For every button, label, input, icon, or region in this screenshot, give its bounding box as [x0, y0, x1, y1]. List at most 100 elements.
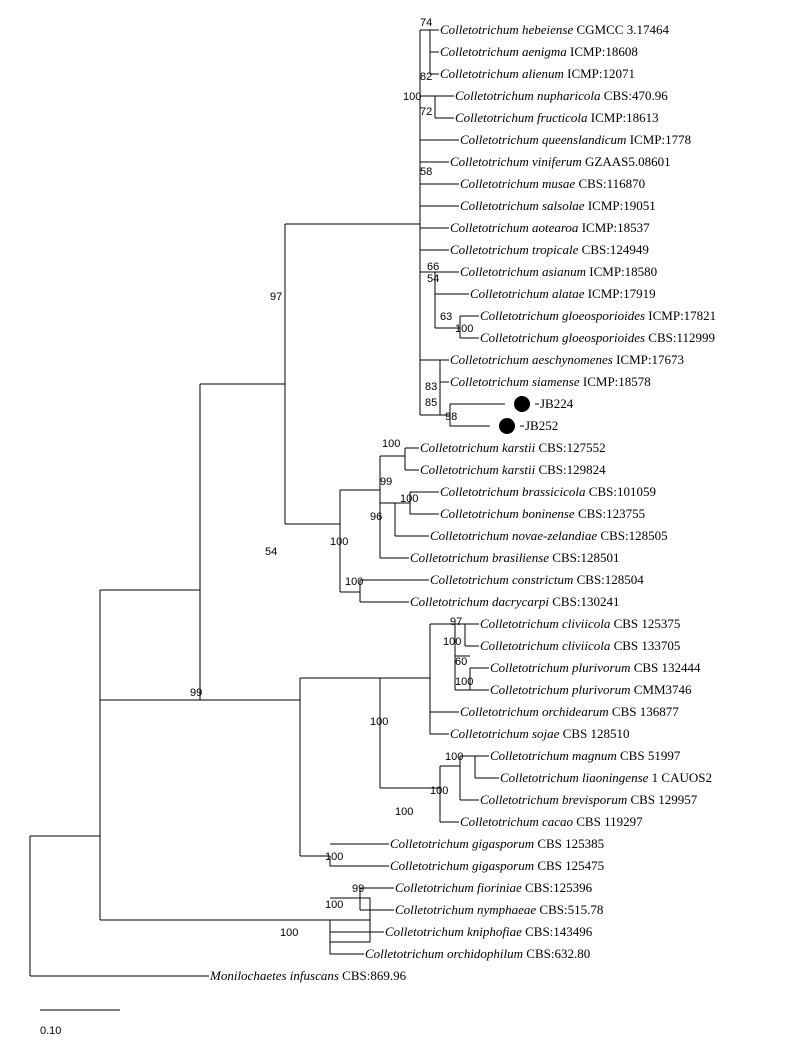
taxon-label: Colletotrichum fioriniae CBS:125396 [395, 880, 593, 895]
taxon-row: Colletotrichum plurivorum CBS 132444 [490, 660, 701, 675]
taxon-row: Colletotrichum siamense ICMP:18578 [450, 374, 651, 389]
support-value: 100 [403, 91, 421, 103]
phylogenetic-tree: Colletotrichum hebeiense CGMCC 3.17464 Co… [0, 0, 800, 1059]
support-value: 100 [430, 785, 448, 797]
taxon-label: Colletotrichum brevisporum CBS 129957 [480, 792, 698, 807]
taxon-row: Colletotrichum viniferum GZAAS5.08601 [450, 154, 671, 169]
support-value: 98 [445, 411, 457, 423]
taxon-label: Colletotrichum hebeiense CGMCC 3.17464 [440, 22, 669, 37]
taxon-row: Colletotrichum karstii CBS:127552 [420, 440, 606, 455]
taxon-label: Colletotrichum aeschynomenes ICMP:17673 [450, 352, 684, 367]
taxon-label: Colletotrichum karstii CBS:129824 [420, 462, 606, 477]
support-value: 72 [420, 106, 432, 118]
taxon-row: Colletotrichum brasiliense CBS:128501 [410, 550, 619, 565]
support-value: 100 [395, 806, 413, 818]
taxon-row: Colletotrichum cacao CBS 119297 [460, 814, 643, 829]
taxon-label: Colletotrichum cliviicola CBS 125375 [480, 616, 680, 631]
taxon-label: Colletotrichum boninense CBS:123755 [440, 506, 645, 521]
taxon-row: Colletotrichum brevisporum CBS 129957 [480, 792, 698, 807]
taxon-label: Colletotrichum brassicicola CBS:101059 [440, 484, 656, 499]
taxon-label: Colletotrichum plurivorum CBS 132444 [490, 660, 701, 675]
taxon-label: Colletotrichum magnum CBS 51997 [490, 748, 681, 763]
taxon-row: Colletotrichum brassicicola CBS:101059 [440, 484, 656, 499]
taxon-row: Colletotrichum gloeosporioides ICMP:1782… [480, 308, 716, 323]
sample-marker [499, 418, 515, 434]
taxon-label: Colletotrichum orchidophilum CBS:632.80 [365, 946, 590, 961]
taxon-row: Colletotrichum sojae CBS 128510 [450, 726, 630, 741]
taxon-row: JB224 [514, 396, 574, 412]
support-value: 100 [455, 676, 473, 688]
scale-bar-label: 0.10 [40, 1025, 61, 1037]
support-value: 54 [427, 273, 439, 285]
taxon-label: Colletotrichum karstii CBS:127552 [420, 440, 606, 455]
support-value: 100 [330, 536, 348, 548]
taxon-row: Colletotrichum hebeiense CGMCC 3.17464 [440, 22, 669, 37]
taxon-row: Colletotrichum nupharicola CBS:470.96 [455, 88, 668, 103]
taxon-label: Colletotrichum tropicale CBS:124949 [450, 242, 649, 257]
taxon-row: Colletotrichum fioriniae CBS:125396 [395, 880, 593, 895]
support-value: 66 [427, 261, 439, 273]
taxon-label: Colletotrichum orchidearum CBS 136877 [460, 704, 679, 719]
taxon-label: Colletotrichum gloeosporioides ICMP:1782… [480, 308, 716, 323]
taxon-label: Colletotrichum sojae CBS 128510 [450, 726, 630, 741]
taxon-row: Colletotrichum nymphaeae CBS:515.78 [395, 902, 603, 917]
taxon-row: Colletotrichum cliviicola CBS 133705 [480, 638, 680, 653]
support-value: 100 [443, 636, 461, 648]
taxon-row: Colletotrichum aenigma ICMP:18608 [440, 44, 638, 59]
taxon-row: Colletotrichum tropicale CBS:124949 [450, 242, 649, 257]
support-value: 99 [190, 687, 202, 699]
taxon-label: Colletotrichum nupharicola CBS:470.96 [455, 88, 668, 103]
taxon-row: Colletotrichum queenslandicum ICMP:1778 [460, 132, 691, 147]
taxon-row: Colletotrichum gloeosporioides CBS:11299… [480, 330, 715, 345]
taxon-label: Colletotrichum kniphofiae CBS:143496 [385, 924, 593, 939]
taxon-row: Colletotrichum cliviicola CBS 125375 [480, 616, 680, 631]
taxon-row: Colletotrichum alatae ICMP:17919 [470, 286, 656, 301]
taxon-row: Colletotrichum novae-zelandiae CBS:12850… [430, 528, 668, 543]
taxon-label: Colletotrichum salsolae ICMP:19051 [460, 198, 656, 213]
support-value: 100 [455, 323, 473, 335]
taxon-row: Colletotrichum karstii CBS:129824 [420, 462, 606, 477]
taxon-label: Colletotrichum cliviicola CBS 133705 [480, 638, 680, 653]
tree-edges [30, 30, 539, 976]
taxon-label: Colletotrichum gigasporum CBS 125475 [390, 858, 604, 873]
support-value: 100 [345, 576, 363, 588]
taxon-row: Colletotrichum orchidophilum CBS:632.80 [365, 946, 590, 961]
taxon-label: Colletotrichum constrictum CBS:128504 [430, 572, 644, 587]
taxon-row: Colletotrichum kniphofiae CBS:143496 [385, 924, 593, 939]
support-value: 58 [420, 166, 432, 178]
support-value: 100 [370, 716, 388, 728]
taxon-label: JB224 [540, 396, 574, 411]
taxon-label: Colletotrichum dacrycarpi CBS:130241 [410, 594, 619, 609]
taxon-label: Monilochaetes infuscans CBS:869.96 [209, 968, 407, 983]
support-value: 82 [420, 71, 432, 83]
support-value: 74 [420, 17, 432, 29]
support-value: 100 [325, 851, 343, 863]
taxon-row: Colletotrichum aotearoa ICMP:18537 [450, 220, 650, 235]
taxon-row: Colletotrichum asianum ICMP:18580 [460, 264, 657, 279]
taxon-label: Colletotrichum musae CBS:116870 [460, 176, 645, 191]
taxon-row: Colletotrichum constrictum CBS:128504 [430, 572, 644, 587]
support-value: 100 [400, 493, 418, 505]
taxon-row: JB252 [499, 418, 558, 434]
taxon-label: Colletotrichum siamense ICMP:18578 [450, 374, 651, 389]
taxon-label: Colletotrichum cacao CBS 119297 [460, 814, 643, 829]
support-value: 100 [325, 899, 343, 911]
support-value: 100 [445, 751, 463, 763]
taxon-row: Colletotrichum liaoningense 1 CAUOS2 [500, 770, 712, 785]
taxon-row: Colletotrichum dacrycarpi CBS:130241 [410, 594, 619, 609]
taxon-row: Colletotrichum orchidearum CBS 136877 [460, 704, 679, 719]
support-value: 97 [270, 291, 282, 303]
taxon-row: Colletotrichum gigasporum CBS 125475 [390, 858, 604, 873]
taxon-row: Colletotrichum aeschynomenes ICMP:17673 [450, 352, 684, 367]
taxon-row: Colletotrichum magnum CBS 51997 [490, 748, 681, 763]
taxon-label: Colletotrichum plurivorum CMM3746 [490, 682, 692, 697]
support-value: 97 [450, 616, 462, 628]
taxon-label: Colletotrichum novae-zelandiae CBS:12850… [430, 528, 668, 543]
taxon-label: Colletotrichum queenslandicum ICMP:1778 [460, 132, 691, 147]
taxon-label: Colletotrichum alienum ICMP:12071 [440, 66, 635, 81]
taxon-row: Colletotrichum salsolae ICMP:19051 [460, 198, 656, 213]
taxon-row: Colletotrichum plurivorum CMM3746 [490, 682, 692, 697]
taxon-label: Colletotrichum asianum ICMP:18580 [460, 264, 657, 279]
taxon-row: Colletotrichum musae CBS:116870 [460, 176, 645, 191]
support-value: 96 [370, 511, 382, 523]
